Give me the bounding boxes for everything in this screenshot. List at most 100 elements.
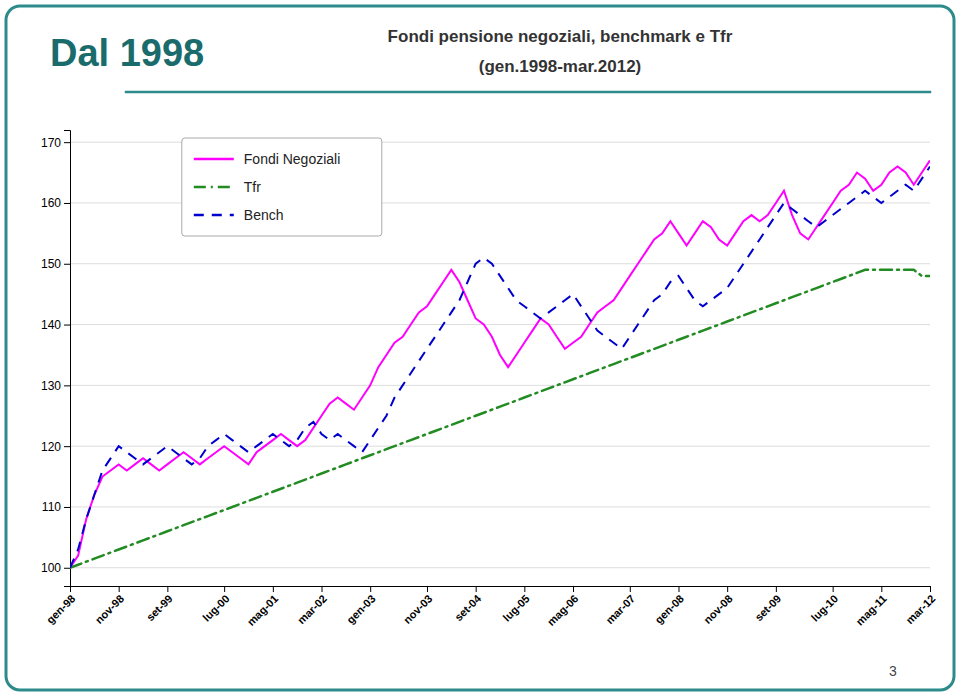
tick: mag-11 xyxy=(854,586,889,628)
tick-label: mag-01 xyxy=(245,592,281,628)
tick-mark xyxy=(476,586,477,592)
tick: lug-00 xyxy=(200,586,231,624)
legend-item: Tfr xyxy=(194,179,261,195)
tick-label: gen-98 xyxy=(44,592,78,626)
tick-label: nov-03 xyxy=(401,592,435,626)
tick: nov-03 xyxy=(401,586,435,626)
tick-label: 100 xyxy=(41,561,61,575)
subtitle: (gen.1998-mar.2012) xyxy=(479,57,642,76)
tick-label: gen-08 xyxy=(652,592,686,626)
tick-label: 150 xyxy=(41,257,61,271)
tick: 160 xyxy=(41,196,70,210)
series-line xyxy=(70,270,930,568)
tick-label: mag-06 xyxy=(545,592,581,628)
tick-mark xyxy=(64,568,70,569)
legend-swatch xyxy=(194,158,234,161)
tick-mark xyxy=(524,586,525,592)
tick-mark xyxy=(64,507,70,508)
tick: gen-98 xyxy=(44,586,78,626)
tick: lug-05 xyxy=(500,586,531,624)
tick-mark xyxy=(119,586,120,592)
axis-line xyxy=(64,131,71,587)
tick-mark xyxy=(322,586,323,592)
separator xyxy=(125,91,931,94)
legend-swatch xyxy=(194,214,234,217)
legend-box xyxy=(182,138,382,236)
grid-line xyxy=(70,263,930,264)
tick: 150 xyxy=(41,257,70,271)
tick-label: mar-12 xyxy=(904,592,938,626)
tick: 120 xyxy=(41,440,70,454)
legend-label: Tfr xyxy=(244,179,261,195)
tick-mark xyxy=(833,586,834,592)
tick: 130 xyxy=(41,379,70,393)
tick-mark xyxy=(370,586,371,592)
tick-mark xyxy=(427,586,428,592)
tick-label: set-04 xyxy=(452,592,484,624)
tick-label: mag-11 xyxy=(854,592,889,627)
tick-label: lug-10 xyxy=(809,592,840,623)
tick: nov-08 xyxy=(701,586,735,626)
tick: lug-10 xyxy=(809,586,840,624)
grid-line xyxy=(70,567,930,568)
tick: set-04 xyxy=(452,586,484,623)
tick-mark xyxy=(630,586,631,592)
tick-mark xyxy=(64,385,70,386)
plot: 100 110 120 130 140 150 160 170 gen-98 nov-98 set-… xyxy=(41,130,938,628)
border xyxy=(6,6,954,690)
tick-label: 110 xyxy=(42,500,61,514)
tick: set-09 xyxy=(752,586,783,623)
tick: mar-02 xyxy=(295,586,329,626)
tick-label: 130 xyxy=(41,379,61,393)
tick: mar-12 xyxy=(904,586,938,626)
tick: mar-07 xyxy=(603,586,637,626)
axis-line xyxy=(71,587,931,593)
tick-mark xyxy=(678,586,679,592)
tick-label: mar-02 xyxy=(295,592,329,626)
tick-label: mar-07 xyxy=(603,592,637,626)
tick-label: set-09 xyxy=(752,592,783,623)
tick-mark xyxy=(727,586,728,592)
chart: Dal 1998 Fondi pensione negoziali, benchm… xyxy=(0,0,960,696)
title: Dal 1998 xyxy=(50,32,204,74)
tick-label: 140 xyxy=(41,318,61,332)
tick-mark xyxy=(64,264,70,265)
tick: mag-01 xyxy=(245,586,281,628)
tick-label: lug-05 xyxy=(500,592,531,623)
legend-item: Bench xyxy=(194,207,284,223)
grid-line xyxy=(70,506,930,507)
tick-label: gen-03 xyxy=(344,592,378,626)
tick-label: 170 xyxy=(41,136,61,150)
tick-label: nov-08 xyxy=(701,592,735,626)
tick: 100 xyxy=(41,561,70,575)
legend: Fondi Negoziali Tfr Bench xyxy=(182,138,382,236)
tick-mark xyxy=(273,586,274,592)
tick-mark xyxy=(64,325,70,326)
x-axis: gen-98 nov-98 set-99 lug-00 mag-01 mar-02 gen-… xyxy=(44,586,938,628)
legend-label: Fondi Negoziali xyxy=(244,151,340,167)
grid-line xyxy=(70,324,930,325)
tick-label: nov-98 xyxy=(93,592,127,626)
tick-label: 160 xyxy=(41,196,61,210)
grid-line xyxy=(70,446,930,447)
tick-mark xyxy=(167,586,168,592)
legend-item: Fondi Negoziali xyxy=(194,151,340,167)
plot-background xyxy=(70,130,930,586)
tick-mark xyxy=(64,446,70,447)
tick: 140 xyxy=(41,318,70,332)
legend-label: Bench xyxy=(244,207,284,223)
tick-mark xyxy=(930,586,931,592)
tick-mark xyxy=(224,586,225,592)
tick: set-99 xyxy=(144,586,175,623)
tick: 170 xyxy=(41,136,70,150)
tick-label: lug-00 xyxy=(200,592,231,623)
tick-mark xyxy=(70,586,71,592)
tick-mark xyxy=(881,586,882,592)
tick-mark xyxy=(64,203,70,204)
tick-mark xyxy=(64,142,70,143)
page-number: 3 xyxy=(889,663,897,679)
grid-line xyxy=(70,385,930,386)
tick-label: 120 xyxy=(41,440,61,454)
subtitle: Fondi pensione negoziali, benchmark e Tf… xyxy=(388,27,733,46)
tick: 110 xyxy=(42,500,70,514)
